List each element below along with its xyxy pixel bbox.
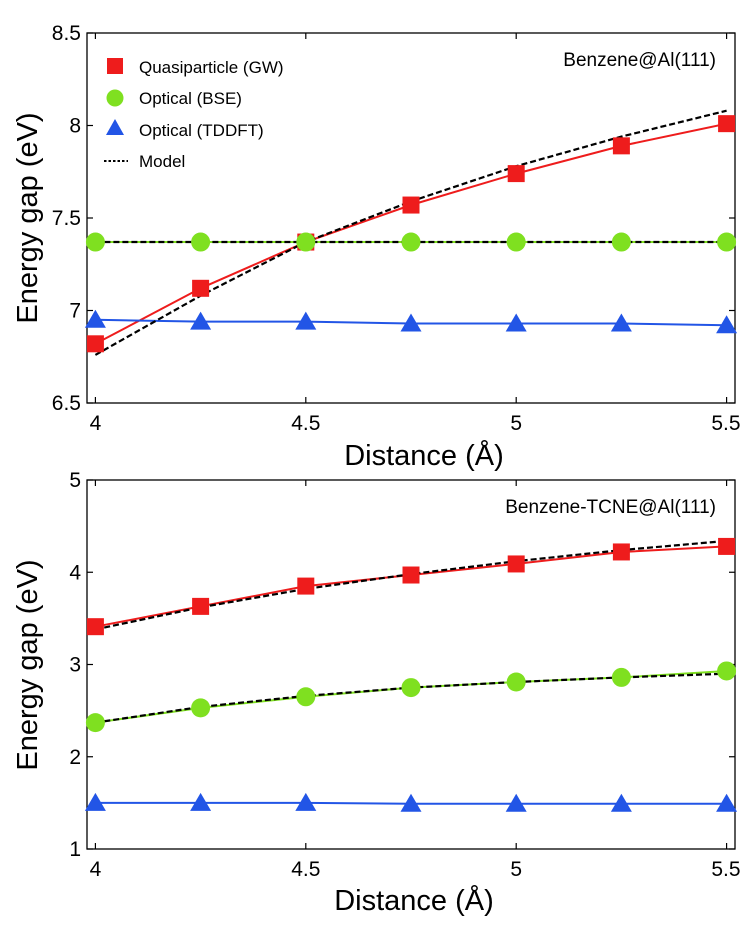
data-point-square: [718, 115, 736, 133]
data-point-triangle: [84, 792, 106, 811]
x-tick-label: 4: [90, 858, 102, 881]
legend-marker-triangle: [106, 119, 124, 135]
y-tick-label: 4: [69, 561, 81, 584]
data-point-circle: [296, 232, 316, 252]
y-axis-label: Energy gap (eV): [12, 112, 44, 323]
x-tick-label: 5: [510, 412, 522, 435]
data-point-circle: [296, 687, 316, 707]
data-point-triangle: [505, 793, 527, 812]
data-point-square: [718, 537, 736, 555]
panel-benzene: 4 4.5 5 5.5 6.5 7 7.5 8 8.5 Benzene@Al(111) Dist…: [12, 22, 741, 472]
data-point-circle: [611, 232, 631, 252]
data-point-triangle: [610, 793, 632, 812]
y-tick-label: 8: [69, 115, 81, 138]
x-tick-label: 5.5: [711, 858, 740, 881]
data-point-circle: [717, 661, 737, 681]
data-point-triangle: [295, 792, 317, 811]
data-point-triangle: [400, 793, 422, 812]
legend-label-gw: Quasiparticle (GW): [139, 58, 284, 77]
data-point-circle: [717, 232, 737, 252]
legend-label-model: Model: [139, 152, 185, 171]
data-point-circle: [85, 713, 105, 733]
data-point-triangle: [716, 315, 738, 334]
data-point-circle: [191, 232, 211, 252]
data-point-square: [192, 279, 210, 297]
data-point-square: [297, 577, 315, 595]
data-point-circle: [401, 232, 421, 252]
legend-label-tddft: Optical (TDDFT): [139, 121, 264, 140]
data-point-square: [507, 555, 525, 573]
y-tick-label: 7: [69, 300, 81, 323]
x-tick-label: 4: [90, 412, 102, 435]
y-axis-label: Energy gap (eV): [12, 559, 44, 770]
data-point-circle: [191, 698, 211, 718]
plot-frame: [86, 479, 736, 850]
y-tick-label: 2: [69, 746, 81, 769]
y-tick-label: 6.5: [52, 392, 81, 415]
data-point-triangle: [716, 793, 738, 812]
data-point-square: [507, 165, 525, 183]
x-tick-label: 4.5: [291, 412, 320, 435]
axis-ticks: 4 4.5 5 5.5 6.5 7 7.5 8 8.5: [52, 22, 741, 435]
data-point-circle: [506, 232, 526, 252]
y-tick-label: 7.5: [52, 207, 81, 230]
data-marks: [84, 109, 738, 356]
data-point-square: [402, 196, 420, 214]
panel-annotation: Benzene-TCNE@Al(111): [505, 497, 716, 518]
legend-marker-square: [107, 58, 123, 74]
y-tick-label: 5: [69, 469, 81, 492]
legend-marker-circle: [106, 89, 124, 107]
y-tick-label: 8.5: [52, 22, 81, 45]
data-point-square: [612, 137, 630, 155]
x-axis-label: Distance (Å): [334, 884, 494, 917]
panel-annotation: Benzene@Al(111): [563, 50, 716, 71]
y-tick-label: 3: [69, 654, 81, 677]
data-marks: [84, 537, 738, 812]
panel-benzene-tcne: 4 4.5 5 5.5 1 2 3 4 5 Benzene-TCNE@Al(111) Dista…: [12, 469, 741, 917]
data-point-square: [612, 543, 630, 561]
data-point-triangle: [505, 313, 527, 332]
x-tick-label: 4.5: [291, 858, 320, 881]
x-tick-label: 5: [510, 858, 522, 881]
data-point-circle: [611, 667, 631, 687]
y-tick-label: 1: [69, 838, 81, 861]
legend: Quasiparticle (GW) Optical (BSE) Optical…: [104, 58, 284, 171]
model-curve: [95, 539, 727, 631]
data-point-square: [192, 597, 210, 615]
data-point-square: [402, 566, 420, 584]
series-line: [95, 545, 727, 628]
data-point-triangle: [400, 313, 422, 332]
x-tick-label: 5.5: [711, 412, 740, 435]
data-point-square: [86, 618, 104, 636]
legend-label-bse: Optical (BSE): [139, 89, 242, 108]
data-point-triangle: [84, 309, 106, 328]
data-point-triangle: [190, 311, 212, 330]
data-point-triangle: [610, 313, 632, 332]
data-point-circle: [401, 678, 421, 698]
x-axis-label: Distance (Å): [344, 439, 504, 472]
data-point-circle: [506, 672, 526, 692]
data-point-square: [86, 335, 104, 353]
data-point-circle: [85, 232, 105, 252]
axis-ticks: 4 4.5 5 5.5 1 2 3 4 5: [69, 469, 740, 881]
data-point-triangle: [190, 792, 212, 811]
data-point-triangle: [295, 311, 317, 330]
